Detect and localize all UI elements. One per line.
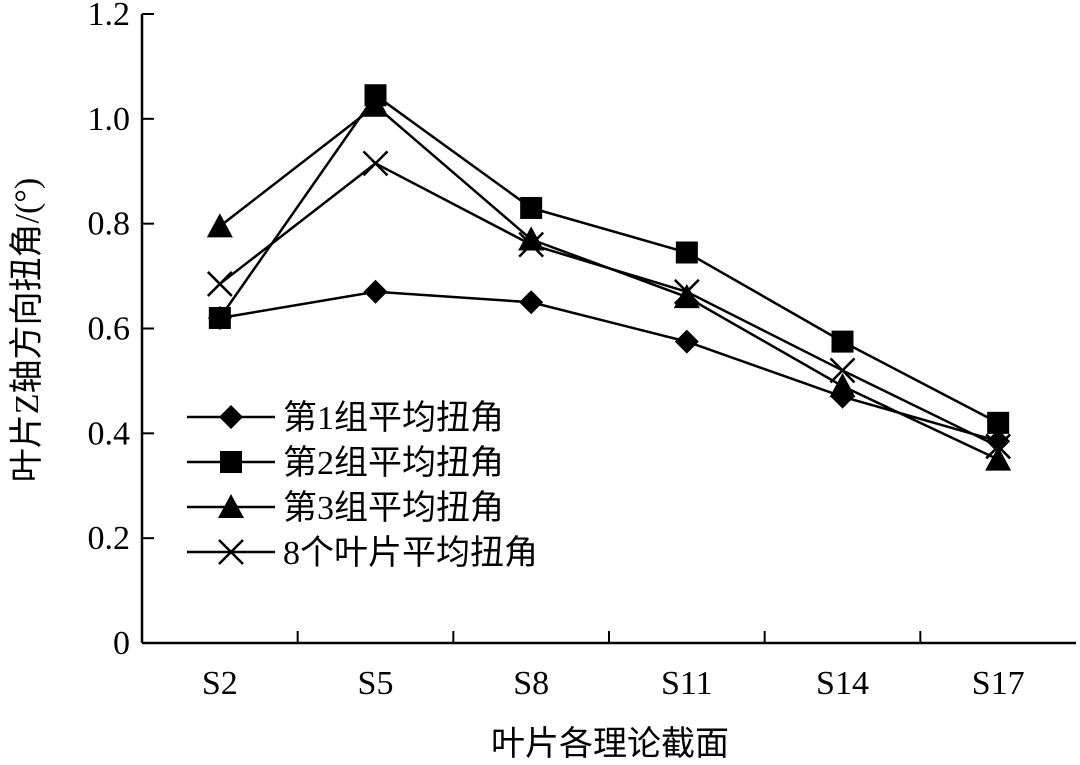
y-tick-label: 1.2: [88, 0, 131, 33]
y-axis-title: 叶片Z轴方向扭角/(°): [8, 178, 46, 482]
data-point: [362, 150, 389, 177]
data-point: [986, 429, 1011, 454]
y-tick-label: 1.0: [88, 101, 131, 138]
legend-item: 8个叶片平均扭角: [187, 534, 538, 572]
series-line: [218, 93, 999, 424]
legend-marker: [218, 494, 244, 519]
x-tick-label: S8: [513, 665, 549, 702]
data-point: [673, 278, 700, 305]
legend-item: 第3组平均扭角: [187, 489, 504, 527]
data-point: [987, 411, 1010, 434]
data-point: [985, 446, 1012, 471]
data-point: [831, 330, 854, 353]
legend-marker: [220, 451, 242, 473]
legend-label: 第1组平均扭角: [283, 399, 504, 437]
legend-marker: [219, 405, 243, 429]
data-point: [518, 226, 545, 251]
x-axis-ticks: S2 S5 S8 S11 S14 S17: [202, 631, 1025, 702]
legend-item: 第2组平均扭角: [187, 444, 504, 482]
legend-marker: [218, 539, 244, 565]
series-line: [219, 161, 999, 448]
x-tick-label: S11: [661, 665, 713, 702]
data-point: [362, 92, 389, 117]
data-point: [674, 329, 699, 354]
data-point: [829, 373, 856, 398]
series-group: [206, 84, 1012, 471]
y-tick-label: 0.4: [88, 415, 131, 452]
y-tick-label: 0.6: [88, 311, 131, 348]
series-line: [219, 290, 999, 443]
legend-label: 第3组平均扭角: [283, 489, 504, 527]
data-point: [206, 271, 233, 297]
data-point: [206, 213, 233, 238]
y-axis-ticks: 0 0.2 0.4 0.6 0.8 1.0 1.2: [88, 0, 154, 662]
y-tick-label: 0.8: [88, 206, 131, 243]
y-tick-label: 0: [113, 625, 130, 662]
x-tick-label: S2: [202, 665, 238, 702]
legend-label: 8个叶片平均扭角: [283, 534, 538, 572]
legend-label: 第2组平均扭角: [283, 444, 504, 482]
x-tick-label: S17: [972, 665, 1025, 702]
x-tick-label: S14: [816, 665, 869, 702]
data-point: [675, 241, 698, 264]
x-tick-label: S5: [358, 665, 394, 702]
data-point: [985, 433, 1012, 460]
data-point: [673, 284, 700, 309]
series-square: [208, 84, 1010, 434]
data-point: [829, 357, 856, 384]
data-point: [519, 290, 544, 315]
y-tick-label: 0.2: [88, 520, 131, 557]
x-axis-title: 叶片各理论截面: [491, 725, 729, 763]
data-point: [520, 196, 543, 219]
data-point: [518, 231, 545, 258]
legend-item: 第1组平均扭角: [187, 399, 504, 437]
data-point: [363, 279, 388, 304]
series-x: [206, 150, 1012, 460]
data-point: [208, 307, 231, 330]
